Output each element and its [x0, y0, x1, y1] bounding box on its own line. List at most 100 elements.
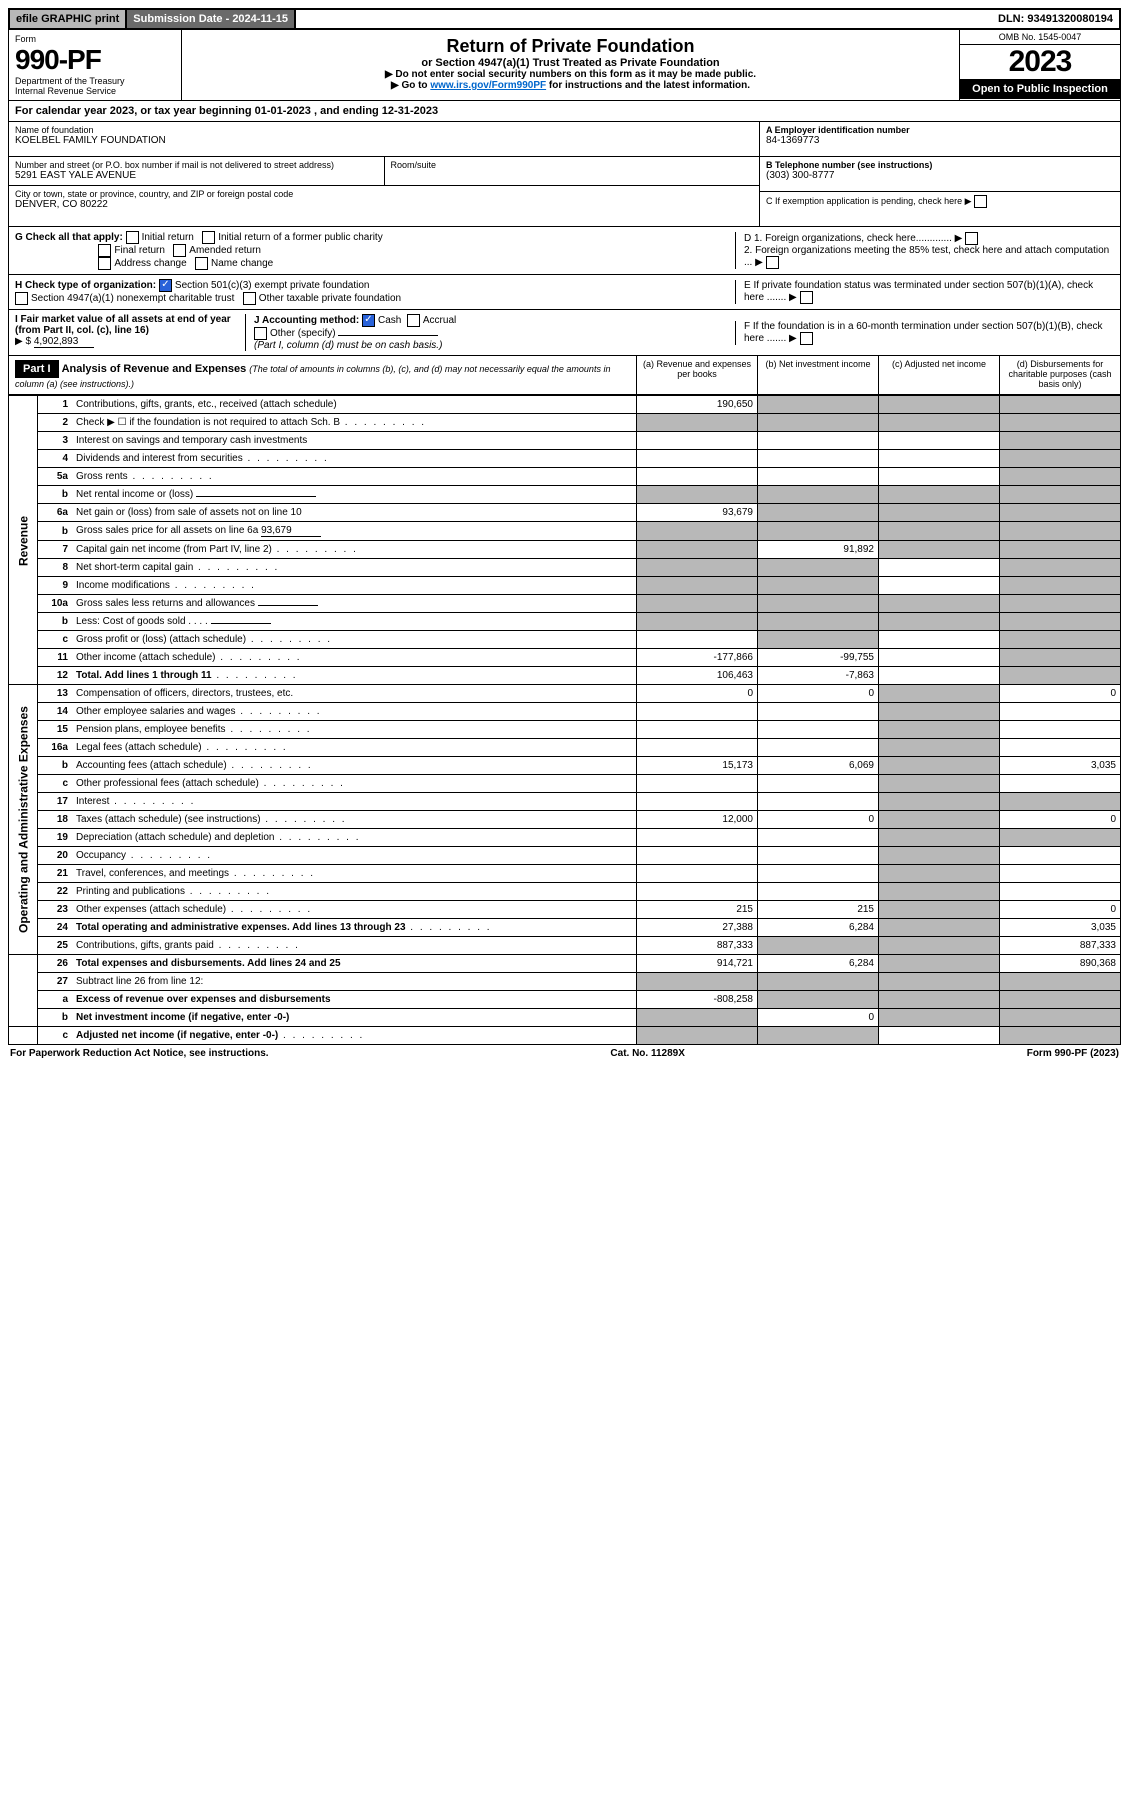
submission-date: Submission Date - 2024-11-15 [127, 10, 296, 28]
table-row: 15Pension plans, employee benefits [9, 721, 1121, 739]
table-row: 2Check ▶ ☐ if the foundation is not requ… [9, 414, 1121, 432]
table-row: 10aGross sales less returns and allowanc… [9, 595, 1121, 613]
table-row: 23Other expenses (attach schedule)215215… [9, 901, 1121, 919]
page-footer: For Paperwork Reduction Act Notice, see … [8, 1045, 1121, 1062]
j-accrual-checkbox[interactable] [407, 314, 420, 327]
table-row: Revenue 1Contributions, gifts, grants, e… [9, 396, 1121, 414]
line-2-desc: Check ▶ ☐ if the foundation is not requi… [72, 414, 637, 432]
g-initial-return[interactable] [126, 231, 139, 244]
line-11-b: -99,755 [758, 649, 879, 667]
efile-print-button[interactable]: efile GRAPHIC print [10, 10, 127, 28]
table-row: 21Travel, conferences, and meetings [9, 865, 1121, 883]
line-18-desc: Taxes (attach schedule) (see instruction… [72, 811, 637, 829]
street-address: 5291 EAST YALE AVENUE [15, 170, 378, 181]
table-row: 24Total operating and administrative exp… [9, 919, 1121, 937]
h-4947-checkbox[interactable] [15, 292, 28, 305]
line-13-b: 0 [758, 685, 879, 703]
line-16a-desc: Legal fees (attach schedule) [72, 739, 637, 757]
f-label: F If the foundation is in a 60-month ter… [744, 321, 1103, 344]
table-row: 12Total. Add lines 1 through 11106,463-7… [9, 667, 1121, 685]
e-checkbox[interactable] [800, 291, 813, 304]
instr-pre: ▶ Go to [391, 80, 430, 91]
g-opt-4: Address change [114, 258, 186, 269]
table-row: aExcess of revenue over expenses and dis… [9, 991, 1121, 1009]
line-11-desc: Other income (attach schedule) [72, 649, 637, 667]
exemption-checkbox[interactable] [974, 195, 987, 208]
dept-irs: Internal Revenue Service [15, 86, 175, 96]
e-label: E If private foundation status was termi… [744, 280, 1093, 303]
g-amended[interactable] [173, 244, 186, 257]
line-27a-a: -808,258 [637, 991, 758, 1009]
h-label: H Check type of organization: [15, 280, 156, 291]
irs-link[interactable]: www.irs.gov/Form990PF [430, 80, 546, 91]
line-18-d: 0 [1000, 811, 1121, 829]
g-final-return[interactable] [98, 244, 111, 257]
g-address-change[interactable] [98, 257, 111, 270]
d2-checkbox[interactable] [766, 256, 779, 269]
foundation-name: KOELBEL FAMILY FOUNDATION [15, 135, 753, 146]
line-15-desc: Pension plans, employee benefits [72, 721, 637, 739]
line-26-d: 890,368 [1000, 955, 1121, 973]
h-opt-3: Other taxable private foundation [259, 293, 401, 304]
form-label: Form [15, 34, 175, 44]
line-12-desc: Total. Add lines 1 through 11 [72, 667, 637, 685]
fmv-value: 4,902,893 [34, 336, 94, 348]
city-label: City or town, state or province, country… [15, 189, 293, 199]
part-1-header: Part I Analysis of Revenue and Expenses … [8, 356, 1121, 395]
line-13-a: 0 [637, 685, 758, 703]
line-6a-a: 93,679 [637, 504, 758, 522]
line-24-d: 3,035 [1000, 919, 1121, 937]
line-16b-b: 6,069 [758, 757, 879, 775]
form-number: 990-PF [15, 44, 175, 76]
line-24-a: 27,388 [637, 919, 758, 937]
line-23-b: 215 [758, 901, 879, 919]
j-cash: Cash [378, 315, 401, 326]
h-other-checkbox[interactable] [243, 292, 256, 305]
line-20-desc: Occupancy [72, 847, 637, 865]
h-501c3-checkbox[interactable] [159, 279, 172, 292]
exemption-pending-label: C If exemption application is pending, c… [766, 196, 962, 206]
col-a-header: (a) Revenue and expenses per books [636, 356, 757, 394]
table-row: 11Other income (attach schedule)-177,866… [9, 649, 1121, 667]
line-26-b: 6,284 [758, 955, 879, 973]
line-5a-desc: Gross rents [72, 468, 637, 486]
d1-label: D 1. Foreign organizations, check here..… [744, 233, 952, 244]
j-other-checkbox[interactable] [254, 327, 267, 340]
table-row: 6aNet gain or (loss) from sale of assets… [9, 504, 1121, 522]
line-1-a: 190,650 [637, 396, 758, 414]
line-25-d: 887,333 [1000, 937, 1121, 955]
tax-year: 2023 [960, 45, 1120, 79]
line-7-b: 91,892 [758, 541, 879, 559]
table-row: 7Capital gain net income (from Part IV, … [9, 541, 1121, 559]
section-h-e: H Check type of organization: Section 50… [8, 275, 1121, 310]
table-row: bNet rental income or (loss) [9, 486, 1121, 504]
table-row: bGross sales price for all assets on lin… [9, 522, 1121, 541]
line-27b-desc: Net investment income (if negative, ente… [72, 1009, 637, 1027]
line-23-desc: Other expenses (attach schedule) [72, 901, 637, 919]
d1-checkbox[interactable] [965, 232, 978, 245]
f-checkbox[interactable] [800, 332, 813, 345]
line-16b-desc: Accounting fees (attach schedule) [72, 757, 637, 775]
table-row: 20Occupancy [9, 847, 1121, 865]
h-opt-2: Section 4947(a)(1) nonexempt charitable … [31, 293, 234, 304]
line-16c-desc: Other professional fees (attach schedule… [72, 775, 637, 793]
g-initial-former[interactable] [202, 231, 215, 244]
line-16b-d: 3,035 [1000, 757, 1121, 775]
open-to-public: Open to Public Inspection [960, 79, 1120, 99]
line-19-desc: Depreciation (attach schedule) and deple… [72, 829, 637, 847]
line-3-desc: Interest on savings and temporary cash i… [72, 432, 637, 450]
g-opt-5: Name change [211, 258, 273, 269]
calendar-year-line: For calendar year 2023, or tax year begi… [8, 101, 1121, 122]
g-opt-3: Amended return [189, 245, 261, 256]
line-5b-desc: Net rental income or (loss) [72, 486, 637, 504]
section-g-d: G Check all that apply: Initial return I… [8, 227, 1121, 275]
table-row: 17Interest [9, 793, 1121, 811]
g-name-change[interactable] [195, 257, 208, 270]
j-cash-checkbox[interactable] [362, 314, 375, 327]
col-b-header: (b) Net investment income [757, 356, 878, 394]
ein-value: 84-1369773 [766, 135, 1114, 146]
line-13-d: 0 [1000, 685, 1121, 703]
revenue-side-label: Revenue [9, 396, 38, 685]
line-24-desc: Total operating and administrative expen… [72, 919, 637, 937]
table-row: 18Taxes (attach schedule) (see instructi… [9, 811, 1121, 829]
